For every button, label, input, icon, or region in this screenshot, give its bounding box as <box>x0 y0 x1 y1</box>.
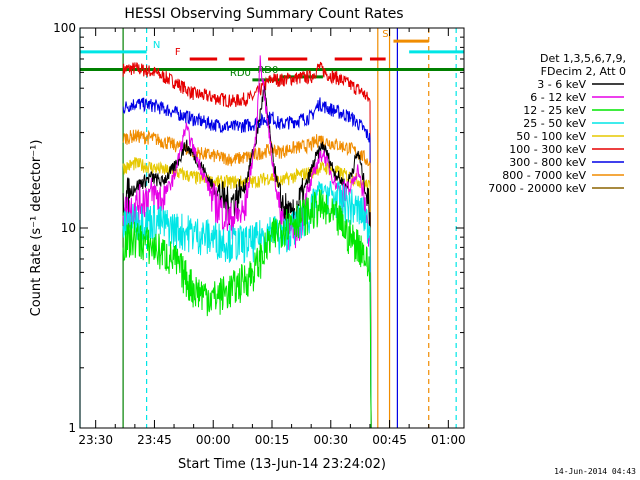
legend-label: 50 - 100 keV <box>516 130 586 143</box>
series-line <box>122 61 372 429</box>
legend-label: 25 - 50 keV <box>523 117 586 130</box>
x-axis-ticks: 23:30 23:45 00:00 00:15 00:30 00:45 01:00 <box>78 28 466 447</box>
y-tick-label: 10 <box>61 221 76 235</box>
x-tick-label: 23:45 <box>137 433 172 447</box>
legend-label: 12 - 25 keV <box>523 104 586 117</box>
x-tick-label: 01:00 <box>431 433 466 447</box>
x-tick-label: 00:45 <box>372 433 407 447</box>
flag-label: N <box>153 40 160 51</box>
y-axis-label: Count Rate (s⁻¹ detector⁻¹) <box>29 140 44 317</box>
status-flags: NFRD0RD0S <box>79 28 464 428</box>
series-line <box>122 189 372 429</box>
legend: Det 1,3,5,6,7,9,FDecim 2, Att 03 - 6 keV… <box>488 52 626 195</box>
flag-label: RD0 <box>230 68 251 79</box>
chart-title: HESSI Observing Summary Count Rates <box>124 6 403 22</box>
legend-header: Det 1,3,5,6,7,9, <box>540 52 626 65</box>
x-tick-label: 00:30 <box>313 433 348 447</box>
y-tick-label: 1 <box>68 421 76 435</box>
x-tick-label: 23:30 <box>78 433 113 447</box>
series-line <box>122 180 372 429</box>
flag-label: S <box>382 29 388 40</box>
x-axis-label: Start Time (13-Jun-14 23:24:02) <box>178 457 386 472</box>
legend-label: 100 - 300 keV <box>509 143 586 156</box>
x-tick-label: 00:15 <box>255 433 290 447</box>
timestamp-stamp: 14-Jun-2014 04:43 <box>554 467 636 476</box>
x-tick-label: 00:00 <box>196 433 231 447</box>
legend-label: 3 - 6 keV <box>537 78 586 91</box>
legend-label: 800 - 7000 keV <box>502 169 586 182</box>
legend-label: 6 - 12 keV <box>530 91 586 104</box>
series-lines <box>122 55 372 429</box>
legend-label: 300 - 800 keV <box>509 156 586 169</box>
series-line <box>122 129 372 429</box>
y-axis-ticks: 1 10 100 <box>53 21 464 435</box>
legend-label: 7000 - 20000 keV <box>488 182 586 195</box>
legend-header: FDecim 2, Att 0 <box>541 65 626 78</box>
flag-label: F <box>175 47 181 58</box>
y-tick-label: 100 <box>53 21 76 35</box>
series-line <box>122 55 372 429</box>
series-line <box>122 97 372 429</box>
